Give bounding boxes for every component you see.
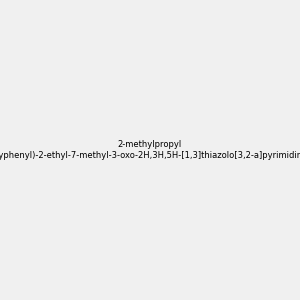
Text: 2-methylpropyl 5-(3,4-dimethoxyphenyl)-2-ethyl-7-methyl-3-oxo-2H,3H,5H-[1,3]thia: 2-methylpropyl 5-(3,4-dimethoxyphenyl)-2… <box>0 140 300 160</box>
